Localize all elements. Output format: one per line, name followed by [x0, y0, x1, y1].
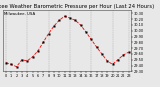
Title: Milwaukee Weather Barometric Pressure per Hour (Last 24 Hours): Milwaukee Weather Barometric Pressure pe…: [0, 4, 154, 9]
Text: Milwaukee, USA: Milwaukee, USA: [4, 12, 36, 16]
